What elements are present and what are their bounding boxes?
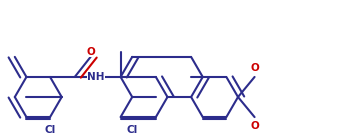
Text: Cl: Cl bbox=[45, 125, 56, 135]
Text: O: O bbox=[86, 47, 95, 57]
Text: NH: NH bbox=[87, 72, 105, 82]
Text: Cl: Cl bbox=[127, 125, 138, 135]
Text: O: O bbox=[250, 63, 259, 73]
Text: O: O bbox=[250, 121, 259, 131]
